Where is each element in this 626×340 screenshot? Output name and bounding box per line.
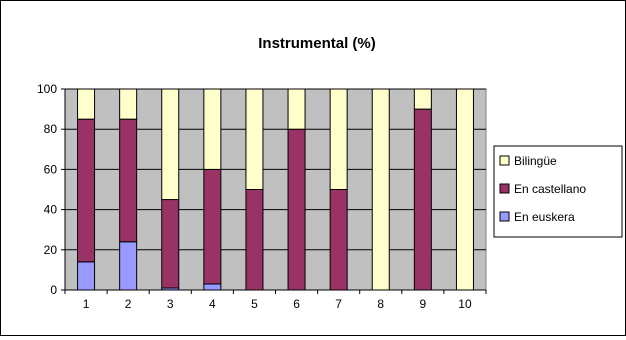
- x-tick-label: 1: [83, 297, 90, 311]
- bar-segment-en-euskera: [203, 283, 222, 291]
- y-tick-label: 100: [37, 82, 57, 96]
- legend-label: En castellano: [514, 182, 586, 196]
- bar-segment-biling-e: [371, 88, 390, 291]
- x-tick-label: 10: [458, 297, 472, 311]
- bar-segment-biling-e: [77, 88, 96, 120]
- legend-box: [493, 145, 623, 238]
- legend-swatch: [499, 183, 510, 194]
- bar-segment-biling-e: [413, 88, 432, 110]
- bar-segment-en-castellano: [245, 189, 264, 291]
- stacked-bar-chart: Instrumental (%) 0 20 40 60 80 100 1 2 3 4 5 6 7 8 9 10…: [37, 35, 623, 311]
- bar-segment-en-castellano: [329, 189, 348, 291]
- y-tick-label: 80: [44, 122, 58, 136]
- bar-segment-en-euskera: [119, 241, 138, 291]
- legend-swatch: [499, 211, 510, 222]
- bar-segment-biling-e: [161, 88, 180, 201]
- y-tick-label: 0: [50, 283, 57, 297]
- legend: Bilingüe En castellano En euskera: [493, 145, 623, 238]
- x-tick-label: 6: [293, 297, 300, 311]
- bar-segment-biling-e: [203, 88, 222, 170]
- x-tick-label: 2: [125, 297, 132, 311]
- x-tick-label: 8: [377, 297, 384, 311]
- bar-segment-en-castellano: [161, 199, 180, 289]
- bar-segment-biling-e: [455, 88, 474, 291]
- x-tick-label: 3: [167, 297, 174, 311]
- bar-segment-en-castellano: [119, 118, 138, 243]
- x-tick-label: 5: [251, 297, 258, 311]
- bar-segment-en-castellano: [203, 168, 222, 285]
- plot-area: 0 20 40 60 80 100 1 2 3 4 5 6 7 8 9 10: [37, 82, 487, 311]
- bar-segment-biling-e: [119, 88, 138, 120]
- legend-label: Bilingüe: [514, 154, 557, 168]
- legend-swatch: [499, 155, 510, 166]
- legend-label: En euskera: [514, 210, 575, 224]
- y-tick-label: 20: [44, 243, 58, 257]
- bar-segment-biling-e: [287, 88, 306, 130]
- chart-title: Instrumental (%): [258, 35, 376, 52]
- x-tick-label: 4: [209, 297, 216, 311]
- x-tick-label: 7: [335, 297, 342, 311]
- bar-segment-en-euskera: [77, 261, 96, 291]
- bar-segment-en-castellano: [77, 118, 96, 263]
- bar-segment-en-castellano: [287, 128, 306, 291]
- bar-segment-en-castellano: [413, 108, 432, 291]
- y-tick-label: 60: [44, 162, 58, 176]
- bar-segment-biling-e: [245, 88, 264, 190]
- y-tick-label: 40: [44, 203, 58, 217]
- bar-segment-biling-e: [329, 88, 348, 190]
- x-tick-label: 9: [420, 297, 427, 311]
